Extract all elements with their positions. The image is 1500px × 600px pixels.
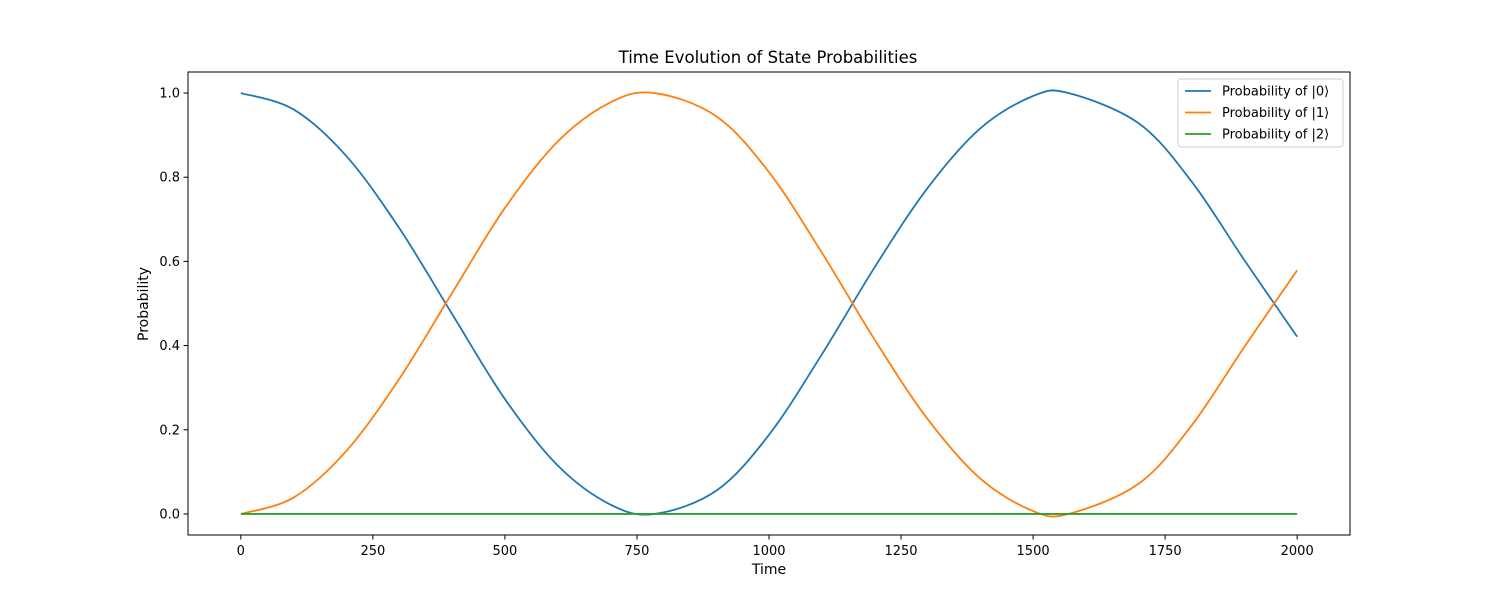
y-tick-label: 0.6 [159, 255, 180, 270]
y-axis: 0.0 0.2 0.4 0.6 0.8 1.0 [159, 87, 188, 522]
y-axis-title: Probability [136, 267, 152, 341]
x-axis-title: Time [751, 562, 786, 578]
x-tick-label: 250 [360, 544, 385, 559]
x-tick-label: 1000 [752, 544, 785, 559]
y-tick-label: 0.4 [159, 339, 180, 354]
y-tick-label: 0.2 [159, 423, 180, 438]
legend-frame [1177, 78, 1344, 148]
y-tick-label: 0.8 [159, 171, 180, 186]
chart-title: Time Evolution of State Probabilities [618, 48, 918, 67]
legend-label-2: Probability of |2⟩ [1222, 128, 1329, 143]
x-tick-label: 750 [625, 544, 650, 559]
series-line-0 [240, 89, 1298, 516]
legend: Probability of |0⟩ Probability of |1⟩ Prob… [1177, 78, 1344, 148]
x-tick-label: 1500 [1017, 544, 1050, 559]
x-tick-label: 2000 [1281, 544, 1314, 559]
x-axis: 0 250 500 750 1000 1250 1500 1750 2000 [237, 535, 1314, 559]
plot-area [187, 71, 1351, 536]
axes-frame [187, 71, 1351, 536]
series-layer [240, 89, 1298, 518]
y-tick-label: 0.0 [159, 507, 180, 522]
x-tick-label: 0 [237, 544, 245, 559]
legend-label-1: Probability of |1⟩ [1222, 106, 1329, 121]
x-tick-label: 500 [492, 544, 517, 559]
y-tick-label: 1.0 [159, 87, 180, 102]
legend-label-0: Probability of |0⟩ [1222, 85, 1329, 100]
x-tick-label: 1250 [884, 544, 917, 559]
series-line-1 [240, 91, 1298, 518]
legend-items: Probability of |0⟩ Probability of |1⟩ Prob… [1185, 85, 1329, 143]
x-tick-label: 1750 [1149, 544, 1182, 559]
